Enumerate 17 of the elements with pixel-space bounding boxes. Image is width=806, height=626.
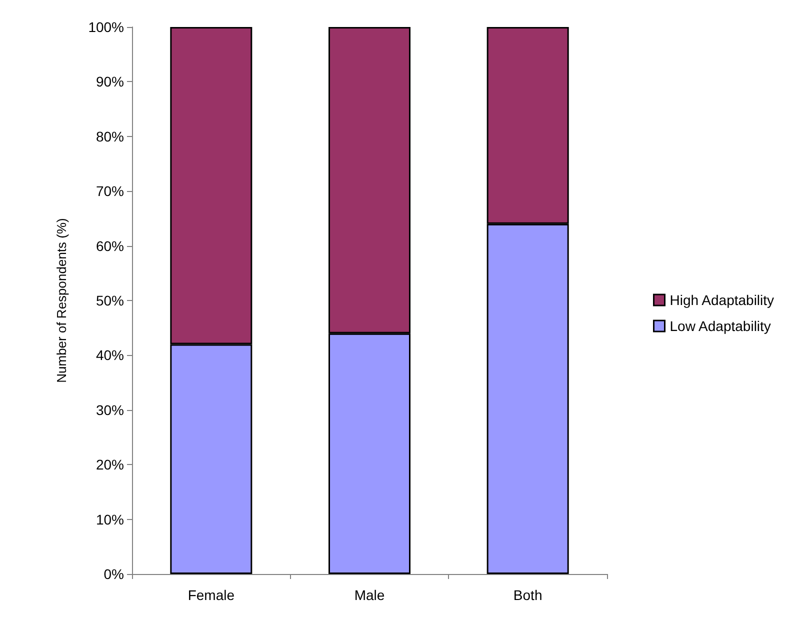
y-tick-label: 0% bbox=[104, 566, 124, 582]
y-tick-label: 10% bbox=[96, 511, 124, 528]
y-tick-label: 40% bbox=[96, 347, 124, 364]
x-tick-label: Male bbox=[354, 587, 385, 603]
y-tick-label: 70% bbox=[96, 183, 124, 200]
y-tick-label: 80% bbox=[96, 128, 124, 144]
y-tick-label: 90% bbox=[96, 74, 124, 90]
y-tick-label: 60% bbox=[96, 238, 124, 254]
legend-label: High Adaptability bbox=[670, 292, 774, 308]
y-tick-label: 30% bbox=[96, 402, 124, 418]
y-tick-label: 20% bbox=[96, 456, 124, 473]
x-tick-label: Female bbox=[188, 587, 235, 603]
y-axis-title: Number of Respondents (%) bbox=[54, 218, 69, 383]
legend-label: Low Adaptability bbox=[670, 318, 771, 334]
y-tick-label: 100% bbox=[88, 19, 124, 35]
x-tick-label: Both bbox=[513, 587, 542, 603]
y-tick-label: 50% bbox=[96, 292, 124, 308]
